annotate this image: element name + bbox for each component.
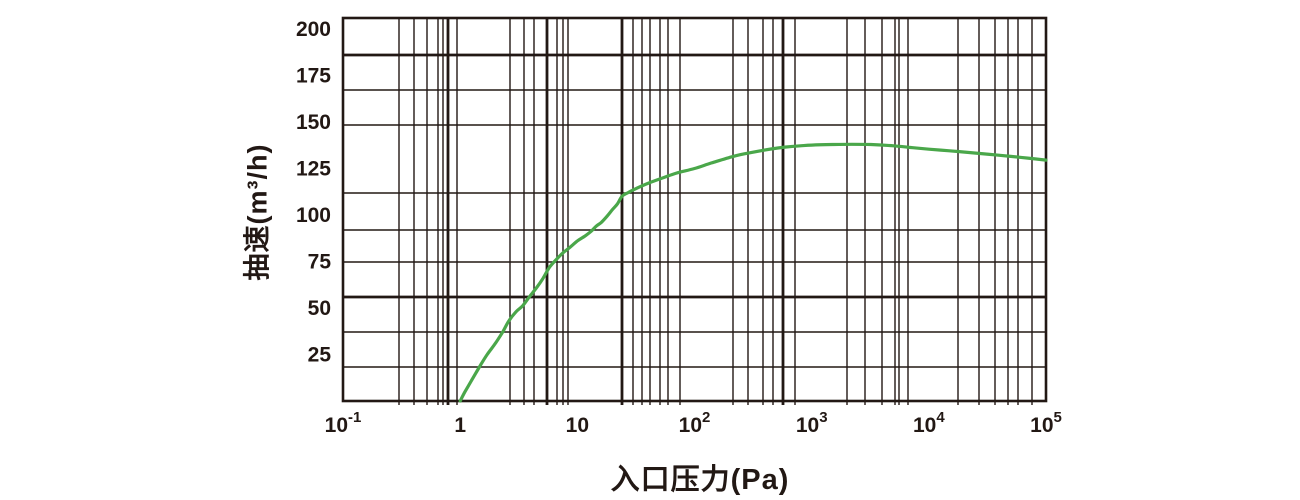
x-tick-label: 103	[796, 409, 828, 437]
x-tick-label: 10	[566, 414, 589, 437]
x-axis-title: 入口压力(Pa)	[610, 464, 790, 496]
y-tick-label: 150	[296, 111, 331, 134]
x-axis-tick-labels: 10-1 1 10 102 103 104 105	[325, 409, 1062, 437]
y-tick-label: 125	[296, 158, 331, 181]
plot-border	[341, 16, 1048, 403]
x-tick-label: 1	[454, 414, 466, 437]
grid-lines	[343, 18, 1046, 405]
y-tick-label: 175	[296, 65, 331, 88]
y-tick-label: 200	[296, 18, 331, 41]
x-tick-label: 102	[679, 409, 711, 437]
y-tick-label: 25	[308, 344, 332, 367]
y-tick-label: 50	[308, 297, 331, 320]
x-tick-label: 105	[1030, 409, 1062, 437]
y-tick-label: 100	[296, 204, 331, 227]
y-tick-label: 75	[308, 251, 332, 274]
x-tick-label: 104	[913, 409, 945, 437]
y-axis-title: 抽速(m³/h)	[242, 143, 273, 281]
y-axis-tick-labels: 200 175 150 125 100 75 50 25	[296, 18, 331, 367]
pumping-speed-curve	[458, 142, 1048, 403]
x-tick-label: 10-1	[325, 409, 362, 437]
